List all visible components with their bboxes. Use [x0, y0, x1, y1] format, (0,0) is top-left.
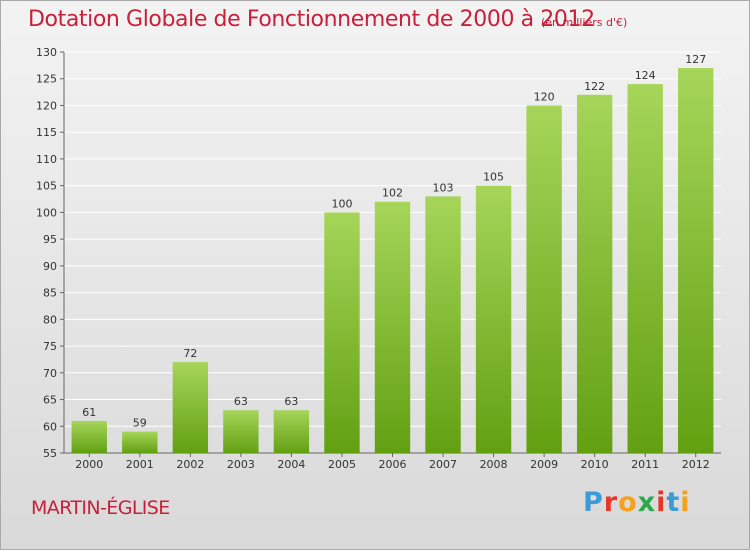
- y-tick-label: 60: [43, 420, 57, 433]
- bar-2009: [526, 105, 562, 453]
- bar-2012: [678, 68, 714, 453]
- bar-value-label: 63: [234, 395, 248, 408]
- y-tick-label: 90: [43, 260, 57, 273]
- logo-letter: r: [603, 487, 619, 518]
- bar-2000: [71, 420, 107, 453]
- bar-2002: [172, 362, 209, 453]
- bar-2006: [374, 201, 411, 453]
- y-tick-label: 55: [43, 447, 57, 460]
- y-tick-label: 125: [36, 73, 57, 86]
- bar-2010: [576, 94, 613, 454]
- x-tick-label: 2012: [682, 458, 710, 471]
- bar-value-label: 103: [433, 181, 454, 194]
- y-tick-label: 110: [36, 153, 57, 166]
- y-tick-label: 70: [43, 367, 57, 380]
- bar-value-label: 124: [635, 69, 656, 82]
- chart-title: Dotation Globale de Fonctionnement de 20…: [28, 7, 595, 32]
- y-tick-label: 120: [36, 99, 57, 112]
- x-tick-label: 2008: [480, 458, 508, 471]
- y-tick-label: 95: [43, 233, 57, 246]
- bar-2008: [475, 185, 512, 453]
- bar-2003: [223, 410, 259, 453]
- x-tick-label: 2007: [429, 458, 457, 471]
- bar-2007: [425, 196, 461, 454]
- x-tick-label: 2011: [631, 458, 659, 471]
- y-tick-label: 105: [36, 180, 57, 193]
- bar-value-label: 63: [284, 395, 298, 408]
- logo-letter: i: [656, 487, 667, 518]
- y-tick-label: 130: [36, 46, 57, 59]
- bar-2011: [627, 84, 663, 453]
- y-tick-label: 100: [36, 206, 57, 219]
- bar-value-label: 105: [483, 171, 504, 184]
- commune-name: MARTIN-ÉGLISE: [31, 497, 170, 519]
- y-tick-label: 80: [43, 313, 57, 326]
- bar-2001: [122, 431, 158, 453]
- logo-letter: i: [680, 487, 691, 518]
- bar-value-label: 102: [382, 187, 403, 200]
- chart-subtitle: (en milliers d'€): [541, 16, 628, 29]
- bar-value-label: 61: [82, 406, 96, 419]
- x-tick-label: 2004: [277, 458, 305, 471]
- logo-letter: t: [666, 487, 681, 518]
- x-tick-label: 2003: [227, 458, 255, 471]
- proxiti-logo: Proxiti: [583, 487, 691, 518]
- y-tick-label: 65: [43, 394, 57, 407]
- logo-letter: o: [618, 487, 638, 518]
- y-tick-label: 85: [43, 287, 57, 300]
- bar-value-label: 100: [331, 197, 352, 210]
- logo-letter: x: [637, 487, 657, 518]
- bar-2004: [273, 410, 310, 453]
- bar-2005: [324, 212, 360, 453]
- x-tick-label: 2005: [328, 458, 356, 471]
- bar-value-label: 72: [183, 347, 197, 360]
- logo-letter: P: [583, 487, 604, 518]
- y-tick-label: 75: [43, 340, 57, 353]
- x-tick-label: 2002: [176, 458, 204, 471]
- x-tick-label: 2010: [581, 458, 609, 471]
- bar-value-label: 120: [534, 90, 555, 103]
- x-tick-label: 2009: [530, 458, 558, 471]
- bar-value-label: 127: [685, 53, 706, 66]
- bar-value-label: 59: [133, 417, 147, 430]
- x-tick-label: 2001: [126, 458, 154, 471]
- bar-value-label: 122: [584, 80, 605, 93]
- x-tick-label: 2000: [75, 458, 103, 471]
- y-tick-label: 115: [36, 126, 57, 139]
- x-tick-label: 2006: [379, 458, 407, 471]
